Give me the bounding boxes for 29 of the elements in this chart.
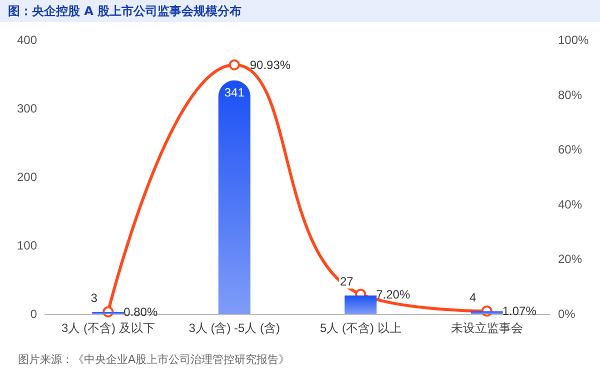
data-label: 27 — [340, 274, 354, 289]
y-tick-label: 0 — [30, 307, 38, 321]
y2-tick-label: 100% — [558, 33, 590, 47]
y-tick-label: 200 — [16, 170, 38, 184]
bar — [470, 311, 503, 314]
chart-title: 图：央企控股 A 股上市公司监事会规模分布 — [0, 0, 600, 22]
y-tick-label: 300 — [16, 102, 38, 116]
x-tick-label: 5人 (不含) 以上 — [320, 321, 402, 335]
bar — [218, 80, 250, 314]
y2-tick-label: 20% — [558, 252, 582, 266]
data-label: 7.20% — [376, 287, 410, 302]
y-tick-label: 400 — [16, 33, 38, 47]
text: 图片来源：《中央企业A股上市公司治理管控研究报告》 — [18, 352, 290, 367]
y2-tick-label: 80% — [558, 88, 582, 102]
x-tick-label: 3人 (不含) 及以下 — [61, 321, 155, 335]
bar — [344, 296, 377, 314]
x-tick-label: 3人 (含) -5人 (含) — [188, 321, 280, 335]
data-label: 3 — [90, 290, 98, 305]
x-tick-label: 未设立监事会 — [450, 321, 523, 335]
data-label: 0.80% — [124, 304, 158, 319]
data-label: 1.07% — [502, 304, 537, 318]
point — [228, 59, 240, 70]
y2-tick-label: 0% — [558, 307, 576, 321]
y2-tick-label: 60% — [558, 142, 582, 157]
data-label: 4 — [470, 290, 477, 304]
y2-tick-label: 40% — [558, 197, 582, 212]
data-label: 90.93% — [250, 58, 291, 72]
data-label: 341 — [224, 85, 245, 100]
y-tick-label: 100 — [16, 238, 38, 252]
